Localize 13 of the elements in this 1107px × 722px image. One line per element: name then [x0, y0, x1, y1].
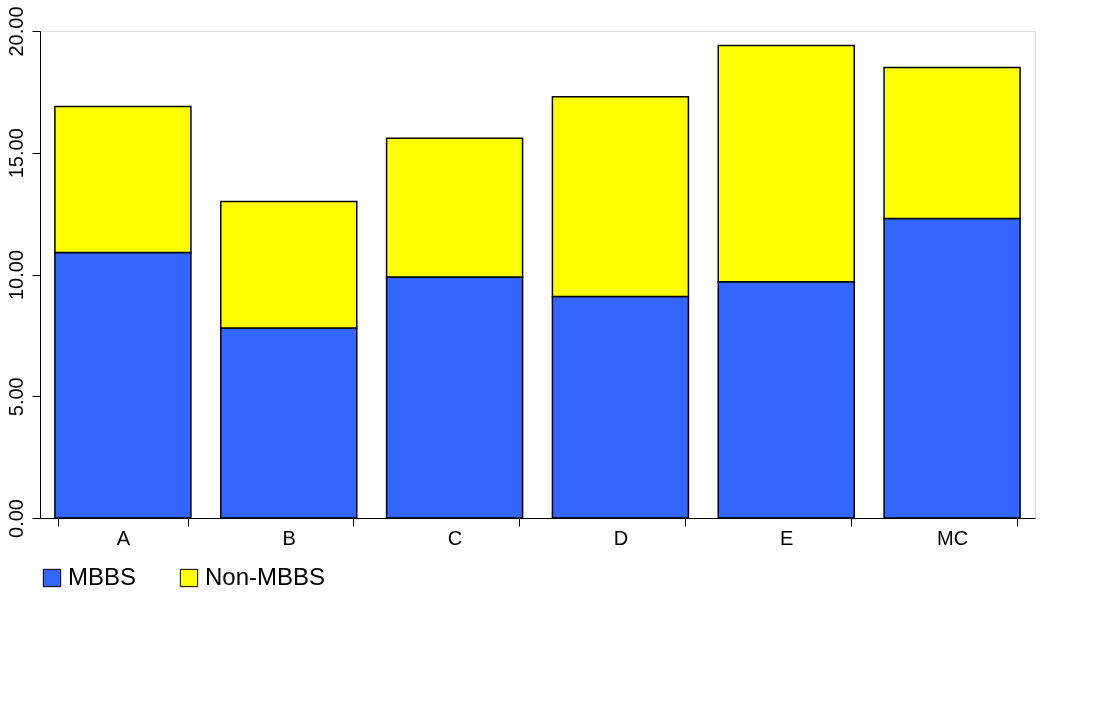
x-tick-label: MC: [937, 526, 969, 549]
y-tick-label: 15.00: [4, 128, 27, 179]
y-tick-label: 10.00: [4, 249, 27, 301]
x-tick-label: A: [116, 526, 131, 549]
x-tick-label: B: [282, 526, 296, 549]
y-tick-label: 20.00: [4, 6, 27, 57]
x-tick-label: C: [447, 526, 463, 549]
legend-label: MBBS: [68, 563, 137, 590]
y-tick-label: 5.00: [4, 377, 27, 417]
x-tick-label: E: [780, 526, 794, 549]
y-tick-label: 0.00: [4, 499, 27, 538]
legend-label: Non-MBBS: [205, 563, 326, 590]
x-tick-label: D: [613, 526, 629, 549]
